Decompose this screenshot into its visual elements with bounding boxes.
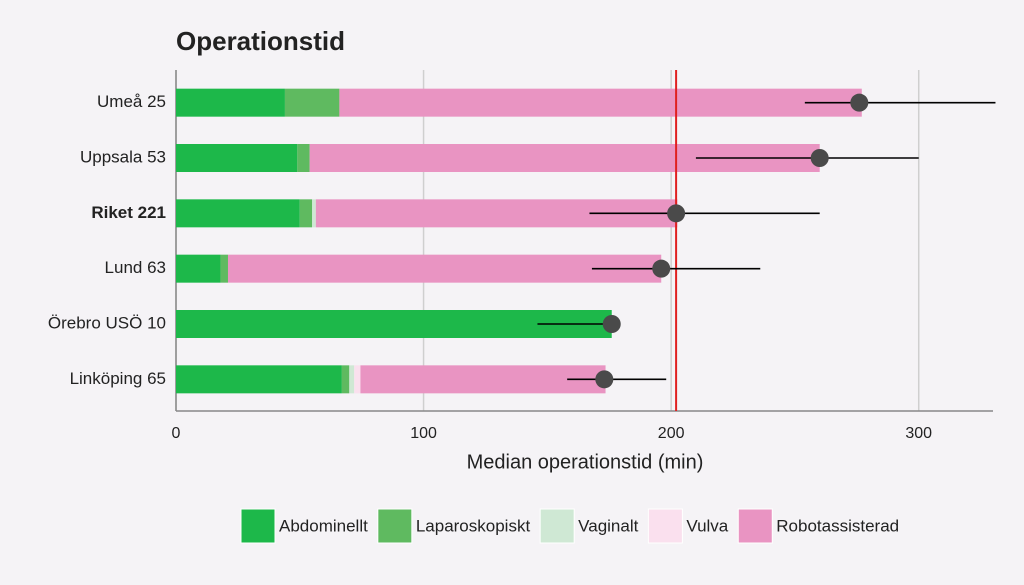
median-point xyxy=(810,149,829,167)
chart-title: Operationstid xyxy=(176,26,345,56)
x-tick-label: 0 xyxy=(172,425,181,442)
bar-segment xyxy=(227,254,662,283)
bar-segment xyxy=(176,144,298,172)
x-tick-label: 200 xyxy=(658,425,685,442)
bar-segment xyxy=(176,254,221,283)
median-point xyxy=(595,370,614,389)
x-axis-label: Median operationstid (min) xyxy=(467,451,704,473)
bar-segment xyxy=(312,199,316,228)
bar-segment xyxy=(360,365,606,394)
bar-segment xyxy=(299,199,313,228)
legend-swatch xyxy=(539,508,575,544)
legend-swatch xyxy=(240,508,276,544)
x-tick-label: 300 xyxy=(905,425,932,442)
y-tick-label: Riket 221 xyxy=(91,203,166,222)
legend-label: Vaginalt xyxy=(578,516,638,535)
median-point xyxy=(850,93,869,112)
y-tick-label: Linköping 65 xyxy=(70,369,166,388)
legend-label: Laparoskopiskt xyxy=(416,516,531,535)
legend-label: Abdominellt xyxy=(279,516,368,535)
legend-label: Vulva xyxy=(686,516,728,535)
legend-swatch xyxy=(647,508,683,544)
median-point xyxy=(602,315,621,333)
bar-segment xyxy=(349,365,355,394)
legend-swatch xyxy=(377,508,413,544)
bar-segment xyxy=(176,365,342,394)
legend-swatch xyxy=(737,508,773,544)
median-point xyxy=(652,259,671,278)
y-tick-label: Umeå 25 xyxy=(97,92,166,111)
bar-segment xyxy=(297,144,310,172)
bar-segment xyxy=(176,88,285,117)
bar-segment xyxy=(284,88,340,117)
median-point xyxy=(667,204,686,223)
bar-segment xyxy=(354,365,361,394)
bar-segment xyxy=(339,88,862,117)
y-tick-label: Örebro USÖ 10 xyxy=(48,313,166,332)
bar-segment xyxy=(341,365,350,394)
x-tick-label: 100 xyxy=(410,425,437,442)
bar-segment xyxy=(176,199,300,228)
bar-segment xyxy=(220,254,228,283)
y-tick-label: Lund 63 xyxy=(105,258,166,277)
legend-label: Robotassisterad xyxy=(776,516,899,535)
y-tick-label: Uppsala 53 xyxy=(80,147,166,166)
